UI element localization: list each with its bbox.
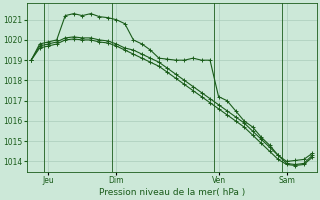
X-axis label: Pression niveau de la mer( hPa ): Pression niveau de la mer( hPa ) — [99, 188, 245, 197]
